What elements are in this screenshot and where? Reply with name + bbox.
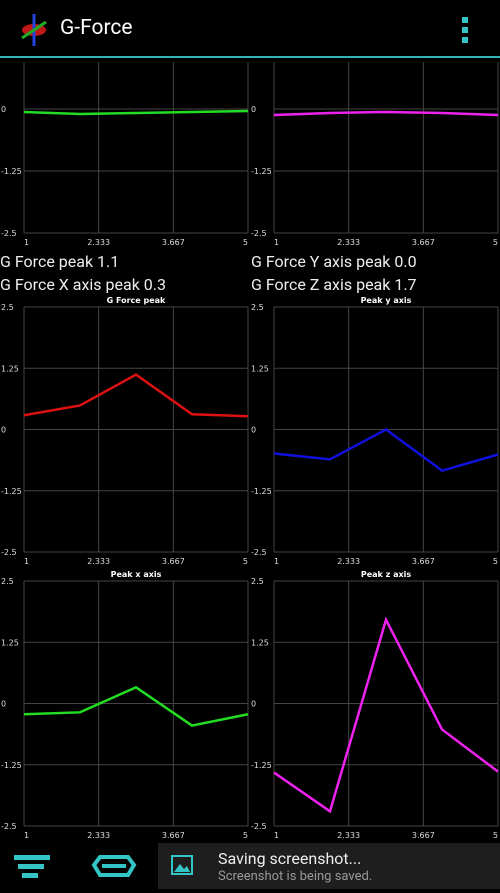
chart-title: Peak y axis — [361, 296, 412, 305]
x-tick-label: 1 — [274, 557, 279, 566]
x-tick-label: 3.667 — [412, 831, 435, 840]
chart-title: Peak z axis — [361, 570, 412, 579]
data-line — [23, 685, 249, 727]
x-tick-label: 2.333 — [337, 557, 360, 566]
x-tick-label: 3.667 — [162, 557, 185, 566]
y-tick-label: -2.5 — [1, 548, 17, 557]
y-tick-label: 0 — [1, 700, 6, 709]
x-tick-label: 2.333 — [337, 831, 360, 840]
y-tick-label: -1.25 — [251, 487, 272, 496]
y-tick-label: 0 — [1, 105, 6, 114]
y-tick-label: 2.5 — [251, 577, 264, 586]
x-tick-label: 2.333 — [87, 831, 110, 840]
peak-text: G Force Y axis peak 0.0 — [251, 252, 417, 271]
app-title: G-Force — [60, 16, 133, 40]
chart-title: Peak x axis — [111, 570, 162, 579]
nav-icons — [14, 855, 137, 878]
notification-icon — [171, 855, 193, 875]
x-tick-label: 1 — [24, 831, 29, 840]
y-tick-label: -2.5 — [251, 822, 267, 831]
data-line — [273, 110, 499, 117]
y-tick-label: 1.25 — [251, 364, 269, 373]
x-tick-label: 1 — [274, 238, 279, 247]
overflow-menu[interactable] — [460, 15, 472, 45]
chart-title: G Force peak — [107, 296, 166, 305]
app-icon[interactable] — [16, 10, 56, 50]
x-tick-label: 2.333 — [87, 557, 110, 566]
x-tick-label: 1 — [24, 238, 29, 247]
y-tick-label: 1.25 — [251, 638, 269, 647]
x-tick-label: 3.667 — [162, 238, 185, 247]
y-tick-label: 2.5 — [251, 303, 264, 312]
x-tick-label: 2.333 — [87, 238, 110, 247]
peak-text: G Force Z axis peak 1.7 — [251, 275, 417, 294]
x-tick-label: 5 — [243, 557, 248, 566]
y-tick-label: 2.5 — [1, 303, 14, 312]
menu-button[interactable] — [14, 855, 50, 878]
data-line — [23, 109, 249, 116]
x-tick-label: 5 — [493, 238, 498, 247]
x-tick-label: 5 — [243, 238, 248, 247]
data-line — [273, 616, 499, 814]
y-tick-label: -2.5 — [1, 822, 17, 831]
y-tick-label: -1.25 — [251, 167, 272, 176]
y-tick-label: 0 — [1, 426, 6, 435]
x-tick-label: 1 — [274, 831, 279, 840]
y-tick-label: 0 — [251, 426, 256, 435]
y-tick-label: 2.5 — [1, 577, 14, 586]
y-tick-label: -1.25 — [1, 761, 22, 770]
x-tick-label: 1 — [24, 557, 29, 566]
peak-text: G Force X axis peak 0.3 — [0, 275, 166, 294]
y-tick-label: -1.25 — [1, 487, 22, 496]
home-button[interactable] — [91, 855, 137, 877]
app-bar: G-Force — [0, 0, 500, 58]
y-tick-label: -2.5 — [251, 229, 267, 238]
x-tick-label: 5 — [243, 831, 248, 840]
notification[interactable]: Saving screenshot... Screenshot is being… — [158, 843, 500, 889]
x-tick-label: 2.333 — [337, 238, 360, 247]
y-tick-label: -2.5 — [251, 548, 267, 557]
y-tick-label: 1.25 — [1, 638, 19, 647]
peak-text: G Force peak 1.1 — [0, 252, 120, 271]
notification-text: Screenshot is being saved. — [218, 869, 373, 884]
x-tick-label: 3.667 — [162, 831, 185, 840]
x-tick-label: 5 — [493, 831, 498, 840]
y-tick-label: -2.5 — [1, 229, 17, 238]
x-tick-label: 3.667 — [412, 238, 435, 247]
y-tick-label: 1.25 — [1, 364, 19, 373]
y-tick-label: 0 — [251, 700, 256, 709]
y-tick-label: -1.25 — [251, 761, 272, 770]
data-line — [273, 428, 499, 473]
y-tick-label: 0 — [251, 105, 256, 114]
x-tick-label: 3.667 — [412, 557, 435, 566]
x-tick-label: 5 — [493, 557, 498, 566]
notification-title: Saving screenshot... — [218, 849, 362, 868]
y-tick-label: -1.25 — [1, 167, 22, 176]
data-line — [23, 373, 249, 418]
